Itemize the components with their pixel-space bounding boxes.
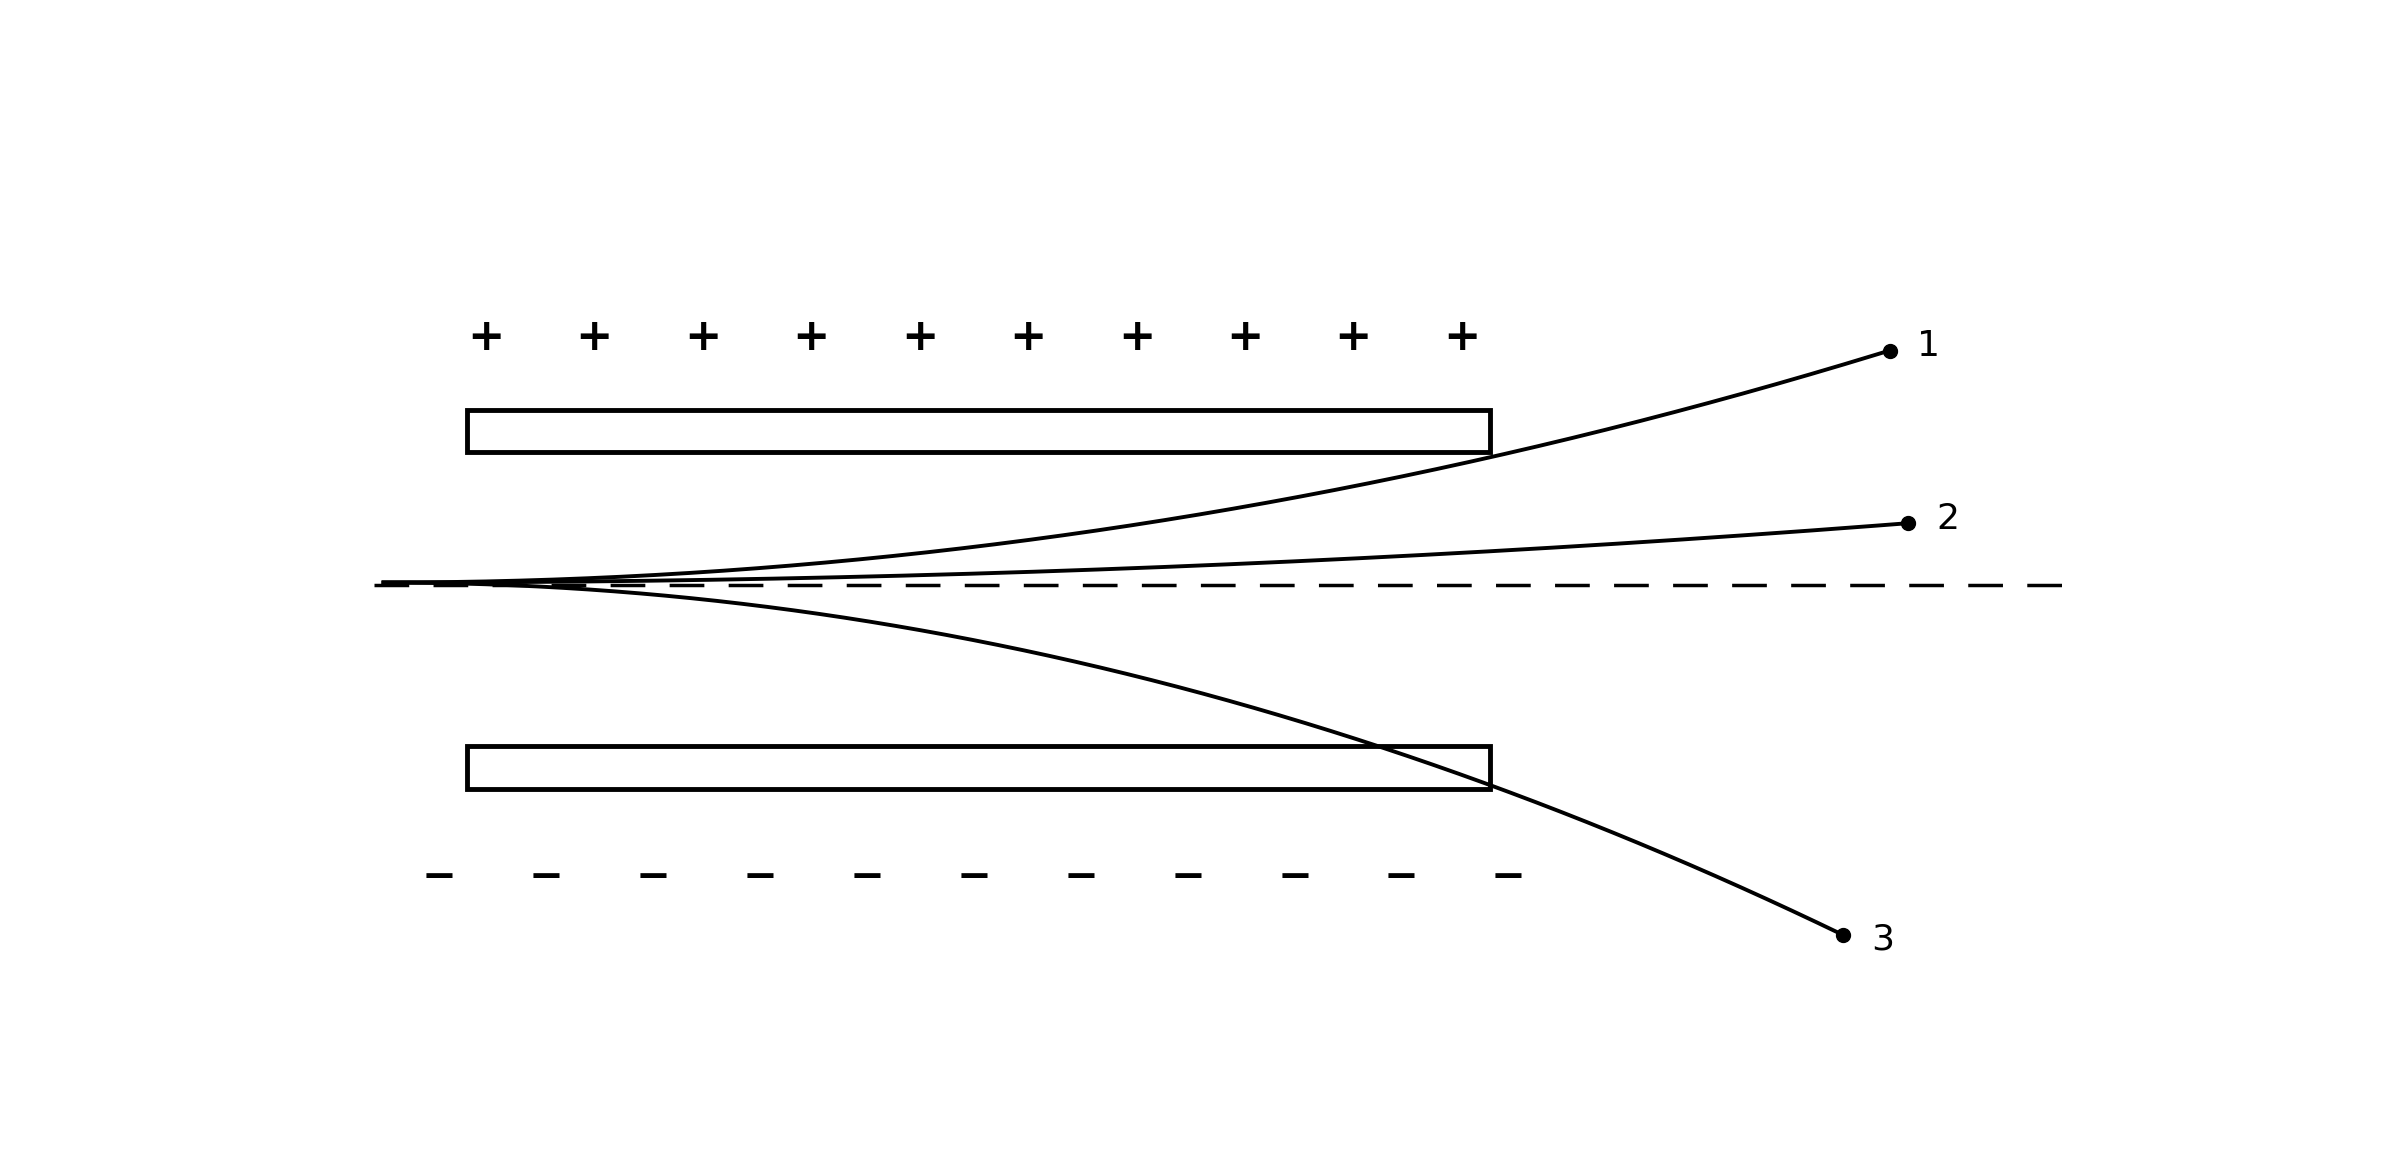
Text: +: + (468, 316, 504, 359)
Text: +: + (684, 316, 722, 359)
Text: +: + (792, 316, 830, 359)
Text: −: − (849, 857, 885, 898)
Text: +: + (1118, 316, 1156, 359)
Text: −: − (1490, 857, 1526, 898)
Text: −: − (422, 857, 456, 898)
Text: −: − (957, 857, 991, 898)
Text: +: + (1010, 316, 1046, 359)
Text: +: + (902, 316, 938, 359)
Text: −: − (744, 857, 777, 898)
Text: +: + (1226, 316, 1264, 359)
Text: +: + (1444, 316, 1480, 359)
Text: 3: 3 (1871, 922, 1893, 957)
Text: +: + (576, 316, 612, 359)
Point (1888, 514, 1926, 532)
Text: −: − (528, 857, 564, 898)
Text: −: − (1276, 857, 1312, 898)
Text: −: − (1063, 857, 1099, 898)
Bar (468, 409, 1490, 452)
Text: −: − (1384, 857, 1418, 898)
Text: −: − (1171, 857, 1204, 898)
Bar (468, 746, 1490, 789)
Point (1871, 342, 1910, 360)
Text: +: + (1334, 316, 1372, 359)
Point (1823, 926, 1862, 944)
Text: −: − (636, 857, 672, 898)
Text: 2: 2 (1936, 501, 1960, 536)
Text: 1: 1 (1917, 329, 1941, 363)
